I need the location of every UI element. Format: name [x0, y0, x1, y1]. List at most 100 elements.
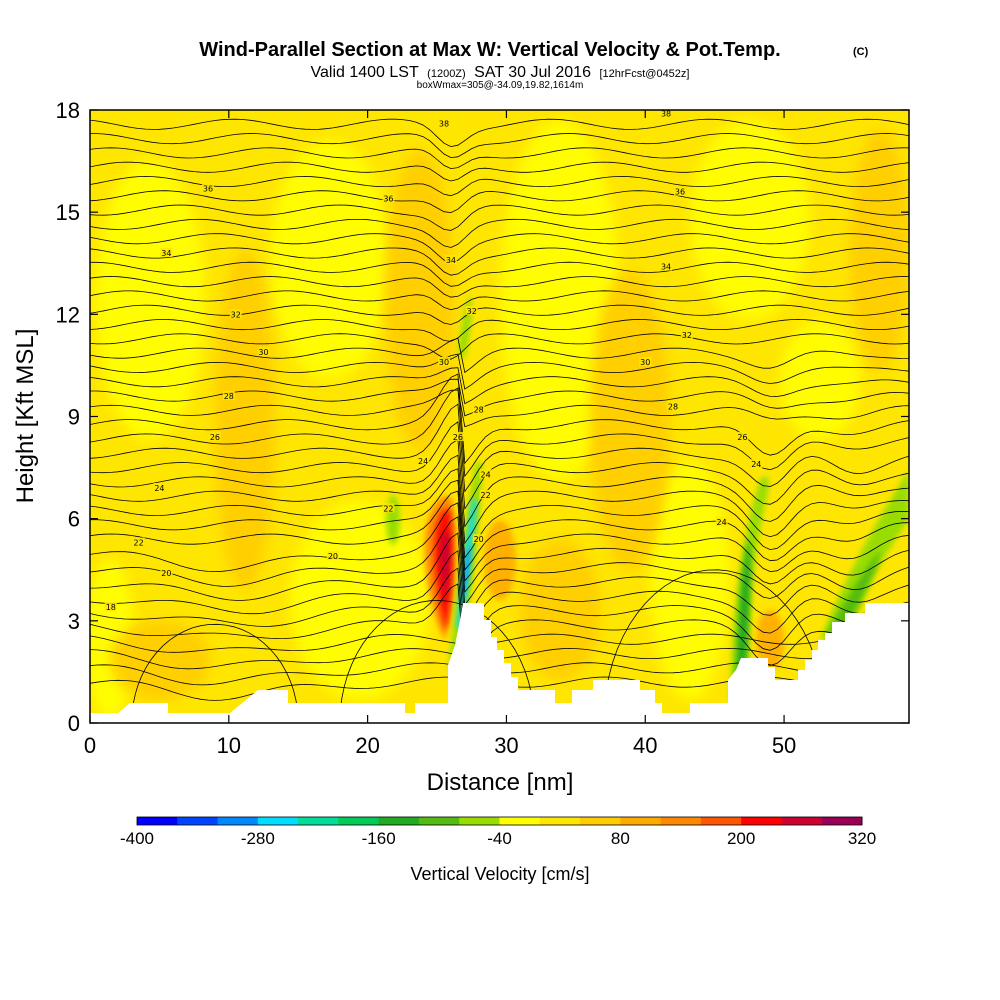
colorbar-title: Vertical Velocity [cm/s]: [410, 864, 589, 884]
valid-utc: (1200Z): [427, 68, 466, 80]
contour-label-bg: [208, 431, 221, 441]
colorbar-tick-label: 320: [848, 829, 876, 848]
theta-contour: [339, 600, 535, 723]
chart-title: Wind-Parallel Section at Max W: Vertical…: [199, 39, 780, 61]
theta-contour: [90, 387, 909, 478]
theta-contour: [90, 204, 909, 231]
contour-label-bg: [715, 517, 728, 527]
contour-label: 24: [481, 470, 491, 479]
theta-contour: [90, 218, 909, 248]
contour-label-bg: [382, 503, 395, 513]
contour-label-bg: [680, 329, 693, 339]
yellow-patch: [780, 320, 860, 440]
contour-label: 20: [474, 535, 484, 544]
updraft-core: [425, 496, 457, 640]
contour-label: 26: [737, 433, 747, 442]
theta-contour: [90, 532, 909, 622]
theta-contour: [90, 389, 909, 428]
gold-patch: [520, 540, 600, 680]
theta-contour: [90, 549, 909, 639]
colorbar-segment: [177, 817, 219, 825]
colorbar-frame: [136, 816, 863, 826]
terrain-mask: [90, 603, 909, 723]
contour-label-bg: [160, 568, 173, 578]
contour-label: 26: [210, 433, 220, 442]
contour-label: 30: [640, 358, 650, 367]
y-tick-label: 3: [68, 609, 80, 634]
theta-contour: [90, 367, 909, 405]
contour-label-bg: [639, 357, 652, 367]
forecast-info: [12hrFcst@0452z]: [599, 68, 689, 80]
theta-contour: [90, 490, 909, 582]
gold-patch: [590, 270, 670, 570]
colorbar-tick-label: 80: [611, 829, 630, 848]
theta-contour: [90, 304, 909, 325]
y-axis-title: Height [Kft MSL]: [12, 329, 39, 504]
contour-label-bg: [444, 254, 457, 264]
contour-label: 30: [258, 348, 268, 357]
contour-label: 38: [661, 109, 671, 118]
theta-contour: [90, 516, 909, 606]
contour-label: 24: [154, 484, 164, 493]
theta-contour: [90, 583, 909, 674]
colorbar-segment: [338, 817, 380, 825]
contour-label-bg: [437, 357, 450, 367]
contour-label: 34: [161, 249, 171, 258]
valid-prefix: Valid 1400 LST: [311, 64, 419, 81]
theta-contour: [90, 233, 909, 263]
y-tick-label: 6: [68, 507, 80, 532]
colorbar-segment: [298, 817, 339, 825]
slope-band-light: [820, 470, 909, 640]
yellow-patch: [500, 120, 620, 480]
contour-label: 28: [474, 406, 484, 415]
contour-label: 24: [418, 457, 428, 466]
contour-label: 24: [717, 518, 727, 527]
gold-patch: [110, 620, 210, 700]
contour-label-bg: [736, 431, 749, 441]
colorbar-segment: [781, 817, 823, 825]
colorbar-tick-label: 200: [727, 829, 755, 848]
theta-contour: [90, 276, 909, 298]
yellow-patch: [270, 140, 390, 380]
yellow-patch: [690, 120, 810, 320]
theta-contour: [90, 175, 909, 197]
colorbar-segment: [257, 817, 299, 825]
contour-label: 22: [383, 504, 393, 513]
contour-label: 34: [661, 263, 671, 272]
theta-contour: [90, 438, 909, 528]
colorbar-segment: [821, 817, 863, 825]
contour-label-bg: [673, 186, 686, 196]
contour-label-bg: [437, 118, 450, 128]
colorbar-segment: [459, 817, 500, 825]
contour-label: 26: [453, 433, 463, 442]
y-tick-label: 9: [68, 405, 80, 430]
yellow-patch: [650, 460, 730, 700]
contour-label-bg: [465, 305, 478, 315]
contour-label-bg: [479, 469, 492, 479]
contour-label: 22: [481, 491, 491, 500]
contour-label-bg: [750, 459, 763, 469]
theta-contour: [90, 318, 909, 342]
colorbar-segment: [620, 817, 662, 825]
colorbar-segment: [217, 817, 259, 825]
x-tick-label: 10: [217, 733, 241, 758]
y-tick-label: 0: [68, 711, 80, 736]
contour-label-bg: [326, 551, 339, 561]
contour-label-bg: [479, 489, 492, 499]
theta-contour: [90, 118, 909, 148]
contour-label: 20: [161, 569, 171, 578]
contour-label-bg: [132, 537, 145, 547]
theta-contour: [90, 290, 909, 311]
contour-label-bg: [472, 404, 485, 414]
theta-contour: [603, 569, 826, 723]
contour-label-bg: [667, 401, 680, 411]
copyright-mark: (C): [853, 46, 869, 58]
theta-contour: [90, 333, 909, 360]
field-shading: [90, 120, 909, 720]
contour-label: 38: [439, 120, 449, 129]
theta-contour: [90, 353, 909, 390]
colorbar-segment: [700, 817, 742, 825]
box-info: boxWmax=305@-34.09,19.82,1614m: [417, 80, 584, 91]
updraft-crimson: [440, 531, 450, 605]
